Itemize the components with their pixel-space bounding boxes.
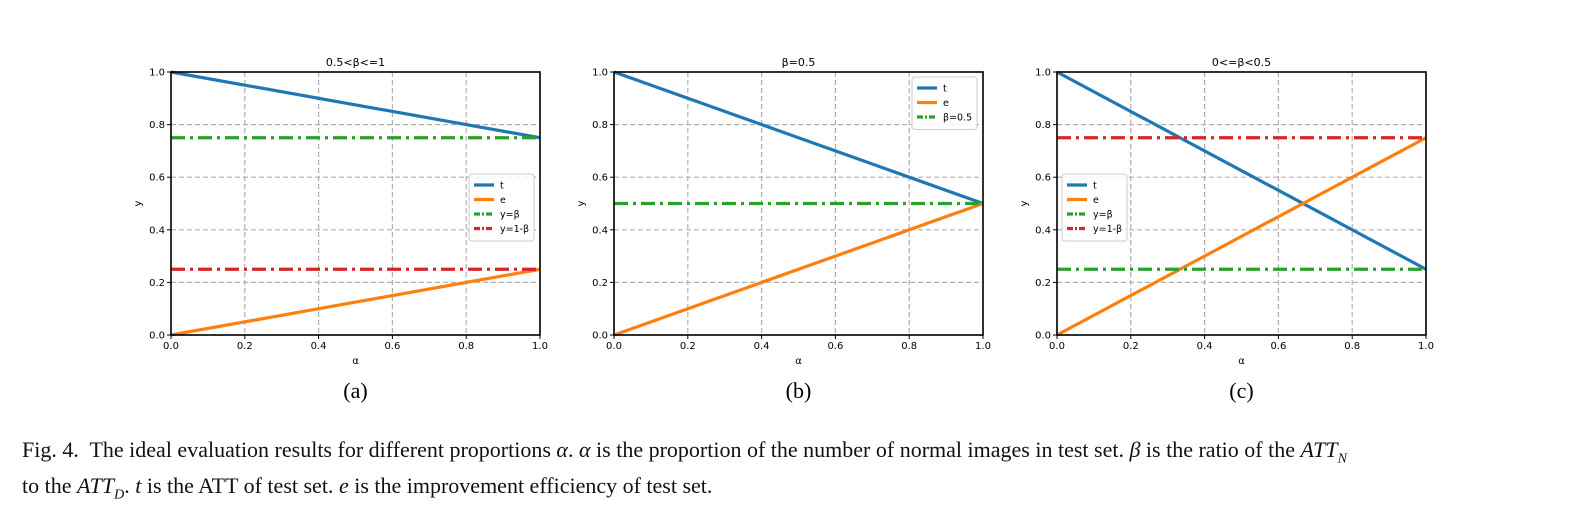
x-tick-label: 0.8 [458,341,474,352]
y-tick-label: 0.0 [592,331,608,342]
series-line-t [170,70,541,140]
caption-text: is the ratio of the [1140,437,1301,462]
legend-entry-label: y=β [1093,210,1113,221]
legend-entry-label: e [500,195,506,206]
series-line-t [613,70,984,206]
x-tick-label: 0.8 [1344,341,1360,352]
figure: 0.0 0.2 0.4 0.6 0.8 1.0 0.0 0.2 0.4 0.6 0.8 1.0 0.5<… [133,56,1434,403]
figure-caption: Fig. 4. The ideal evaluation results for… [22,436,1562,509]
y-tick-label: 0.6 [149,173,165,184]
x-tick-label: 0.0 [163,341,179,352]
panel-title: 0<=β<0.5 [1212,56,1271,69]
y-tick-label: 0.8 [149,120,165,131]
caption-alpha: α [556,437,568,462]
y-tick-label: 0.4 [592,225,608,236]
y-tick-label: 0.6 [1035,173,1051,184]
panel-sublabel: (b) [786,378,812,403]
caption-label: Fig. 4. [22,437,79,462]
y-axis-label: y [576,200,587,206]
legend-entry-label: y=1-β [1093,224,1122,235]
legend-entry-label: y=1-β [500,224,529,235]
y-tick-label: 0.4 [1035,225,1051,236]
y-tick-label: 0.4 [149,225,165,236]
legend-entry-label: t [943,84,947,95]
plot-frame [1056,71,1427,336]
legend-entry-label: e [1093,195,1099,206]
x-tick-label: 1.0 [532,341,548,352]
x-tick-label: 0.6 [1270,341,1286,352]
x-tick-label: 0.2 [237,341,253,352]
caption-sub-n: N [1337,451,1347,467]
x-tick-label: 0.6 [827,341,843,352]
x-tick-label: 0.4 [754,341,770,352]
caption-sub-d: D [114,487,125,503]
plot-frame [170,71,541,336]
caption-e: e [338,473,349,499]
caption-alpha: α [578,437,591,462]
x-tick-label: 0.6 [384,341,400,352]
y-tick-label: 0.6 [592,173,608,184]
legend-box [911,76,978,130]
series-line-e [1056,136,1427,337]
panel-sublabel: (a) [343,378,367,403]
x-tick-label: 0.8 [901,341,917,352]
legend-entry-label: β=0.5 [943,113,972,124]
legend-entry-label: e [943,98,949,109]
legend-entry-label: t [500,181,504,192]
caption-t: t [135,473,142,499]
caption-text: . [567,437,579,462]
plot-frame [613,71,984,336]
legend-entry-label: y=β [500,210,520,221]
legend-box [1061,173,1128,242]
caption-line-2: to the ATTD. t is the ATT of test set. e… [22,472,1562,508]
x-tick-label: 0.0 [1049,341,1065,352]
y-axis-label: y [133,200,144,206]
caption-att: ATT [1300,437,1338,462]
y-axis-label: y [1019,200,1030,206]
caption-text: to the [22,473,77,499]
caption-text: is the ATT of test set. [141,473,339,499]
caption-line-1: Fig. 4. The ideal evaluation results for… [22,436,1562,472]
y-tick-label: 1.0 [592,68,608,79]
series-line-e [613,201,984,337]
caption-beta: β [1129,437,1141,462]
y-tick-label: 1.0 [149,68,165,79]
y-tick-label: 0.2 [149,278,165,289]
panel-title: 0.5<β<=1 [326,56,385,69]
caption-text: is the improvement efficiency of test se… [348,473,713,499]
x-tick-label: 1.0 [975,341,991,352]
panel-title: β=0.5 [782,56,816,69]
x-axis-label: α [795,356,802,367]
y-tick-label: 0.0 [1035,331,1051,342]
x-tick-label: 1.0 [1418,341,1434,352]
y-tick-label: 0.2 [1035,278,1051,289]
series-line-t [1056,70,1427,271]
series-line-e [170,267,541,337]
x-axis-label: α [1238,356,1245,367]
caption-att: ATT [77,473,115,499]
x-tick-label: 0.2 [680,341,696,352]
legend-entry-label: t [1093,181,1097,192]
caption-text: The ideal evaluation results for differe… [89,437,557,462]
y-tick-label: 1.0 [1035,68,1051,79]
y-tick-label: 0.0 [149,331,165,342]
caption-text: is the proportion of the number of norma… [590,437,1130,462]
y-tick-label: 0.8 [592,120,608,131]
x-tick-label: 0.4 [311,341,327,352]
x-tick-label: 0.0 [606,341,622,352]
y-tick-label: 0.8 [1035,120,1051,131]
y-tick-label: 0.2 [592,278,608,289]
x-tick-label: 0.2 [1123,341,1139,352]
panel-sublabel: (c) [1229,378,1253,403]
x-tick-label: 0.4 [1197,341,1213,352]
legend-box [468,173,535,242]
caption-text: . [124,473,136,499]
x-axis-label: α [352,356,359,367]
